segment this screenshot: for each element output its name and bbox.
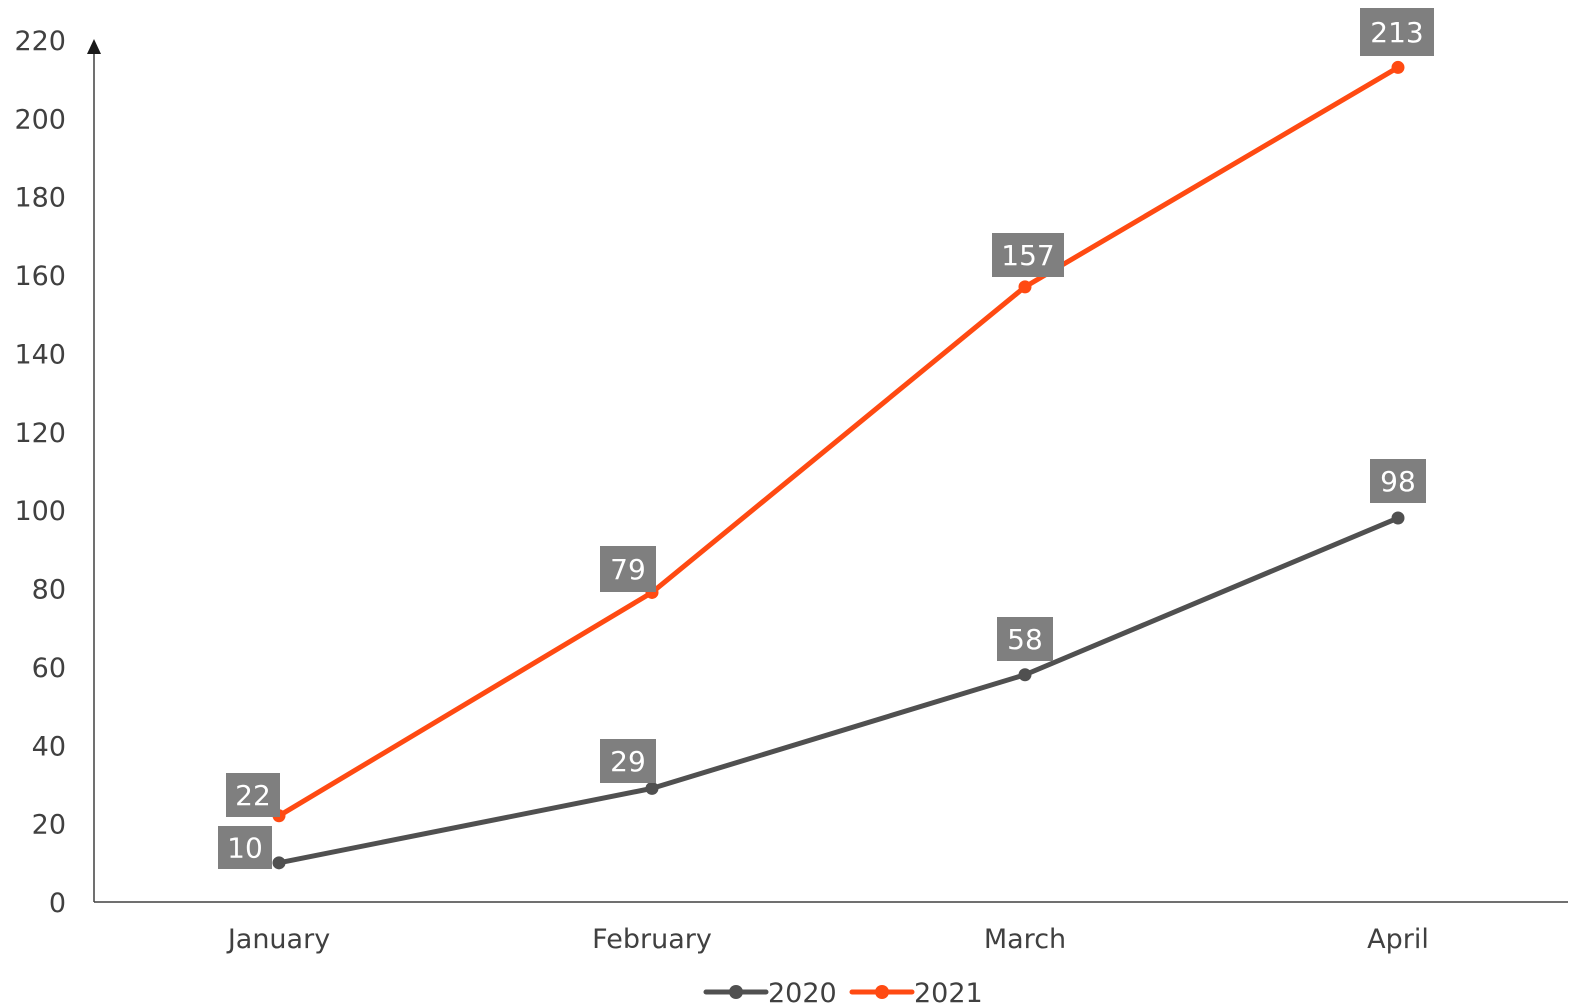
data-point xyxy=(272,856,286,870)
y-tick-label: 0 xyxy=(49,888,66,919)
legend-marker-icon xyxy=(875,985,889,999)
legend-label: 2021 xyxy=(914,978,983,1008)
data-point xyxy=(1391,511,1405,525)
y-tick-label: 160 xyxy=(14,261,66,292)
y-tick-label: 180 xyxy=(14,183,66,214)
data-label-box xyxy=(1360,8,1434,56)
x-axis-ticks: January February March April xyxy=(226,924,1429,955)
x-tick-label: April xyxy=(1367,924,1429,955)
x-tick-label: March xyxy=(984,924,1066,955)
data-label: 10 xyxy=(218,826,272,869)
data-point xyxy=(1018,668,1032,682)
y-tick-label: 140 xyxy=(14,339,66,370)
legend-label: 2020 xyxy=(768,978,837,1008)
data-label: 98 xyxy=(1370,459,1426,503)
data-label-text: 157 xyxy=(1001,239,1054,272)
data-labels: 10 29 58 98 22 79 157 213 xyxy=(218,8,1434,869)
data-label: 213 xyxy=(1360,8,1434,56)
legend-marker-icon xyxy=(729,985,743,999)
data-label: 79 xyxy=(600,546,656,592)
y-axis-ticks: 0 20 40 60 80 100 120 140 160 180 200 220 xyxy=(14,26,66,919)
series-lines xyxy=(272,60,1405,870)
data-label: 29 xyxy=(600,739,656,783)
data-label: 58 xyxy=(997,617,1053,661)
legend-item-2020: 2020 xyxy=(703,978,837,1008)
x-tick-label: February xyxy=(592,924,712,955)
data-label-text: 213 xyxy=(1370,16,1423,49)
data-label-box xyxy=(218,826,272,869)
y-tick-label: 80 xyxy=(32,575,66,606)
data-label-text: 79 xyxy=(610,553,646,586)
data-label-text: 29 xyxy=(610,745,646,778)
data-label-text: 10 xyxy=(227,832,263,865)
y-tick-label: 220 xyxy=(14,26,66,57)
series-line-2021 xyxy=(276,64,1401,819)
data-label-box xyxy=(1370,459,1426,503)
y-tick-label: 120 xyxy=(14,418,66,449)
data-point xyxy=(1018,280,1032,294)
y-tick-label: 100 xyxy=(14,496,66,527)
y-tick-label: 40 xyxy=(32,731,66,762)
data-label-box xyxy=(226,773,280,817)
data-label-text: 22 xyxy=(235,779,271,812)
y-tick-label: 20 xyxy=(32,810,66,841)
y-tick-label: 60 xyxy=(32,653,66,684)
data-label: 22 xyxy=(226,773,280,817)
data-label: 157 xyxy=(992,233,1064,277)
data-label-box xyxy=(992,233,1064,277)
data-label-box xyxy=(997,617,1053,661)
y-tick-label: 200 xyxy=(14,104,66,135)
data-label-text: 58 xyxy=(1007,623,1043,656)
data-label-box xyxy=(600,739,656,783)
legend-item-2021: 2021 xyxy=(849,978,983,1008)
x-tick-label: January xyxy=(226,924,330,955)
data-point xyxy=(645,781,659,795)
data-label-text: 98 xyxy=(1380,465,1416,498)
axes xyxy=(87,39,1568,903)
data-point xyxy=(1391,60,1405,74)
series-line-2020 xyxy=(276,515,1401,866)
legend: 2020 2021 xyxy=(703,978,983,1008)
data-label-box xyxy=(600,546,656,592)
y-axis-arrow-icon xyxy=(87,39,101,54)
